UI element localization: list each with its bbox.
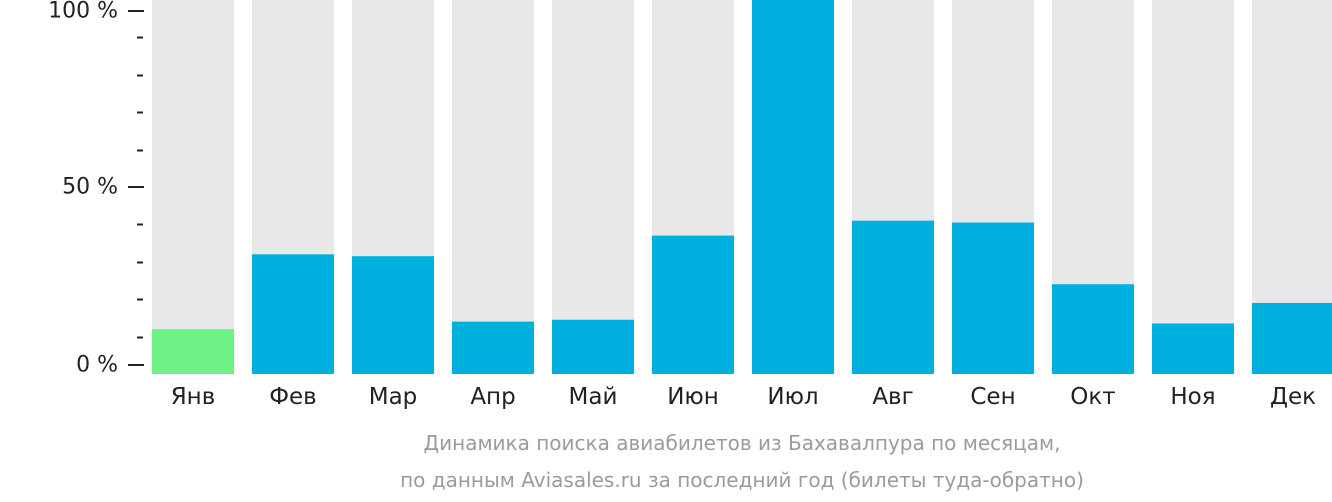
bar	[552, 319, 634, 374]
x-tick-label: Сен	[970, 384, 1015, 410]
x-tick-label: Фев	[269, 384, 317, 410]
bar	[752, 0, 834, 374]
bar	[652, 235, 734, 374]
x-tick-label: Июл	[767, 384, 818, 410]
chart-caption-line-1: Динамика поиска авиабилетов из Бахавалпу…	[423, 431, 1061, 455]
bar-track	[1152, 0, 1234, 374]
y-tick-label: 0 %	[76, 353, 118, 378]
bar-track	[552, 0, 634, 374]
y-tick-label: 50 %	[62, 175, 118, 200]
bar	[852, 220, 934, 374]
y-tick-label: 100 %	[48, 0, 118, 24]
bar	[1252, 302, 1332, 374]
bar	[1152, 323, 1234, 374]
bar-track	[152, 0, 234, 374]
bar	[952, 222, 1034, 374]
x-tick-label: Дек	[1270, 384, 1316, 410]
bar	[1052, 284, 1134, 374]
x-axis-labels: Янв Фев Мар Апр Май Июн Июл Авг Сен Окт Ноя Дек	[171, 384, 1316, 410]
x-tick-label: Июн	[667, 384, 719, 410]
bars	[152, 0, 1332, 374]
bar	[452, 321, 534, 374]
x-tick-label: Мар	[369, 384, 418, 410]
x-tick-label: Авг	[872, 384, 913, 410]
bar	[352, 256, 434, 374]
y-axis: 0 % 50 % 100 %	[48, 0, 144, 378]
x-tick-label: Апр	[470, 384, 515, 410]
x-tick-label: Ноя	[1170, 384, 1215, 410]
chart-caption-line-2: по данным Aviasales.ru за последний год …	[400, 468, 1084, 492]
x-tick-label: Янв	[171, 384, 216, 410]
bar	[152, 329, 234, 374]
x-tick-label: Май	[569, 384, 618, 410]
bar-track	[452, 0, 534, 374]
x-tick-label: Окт	[1070, 384, 1115, 410]
bar	[252, 254, 334, 374]
